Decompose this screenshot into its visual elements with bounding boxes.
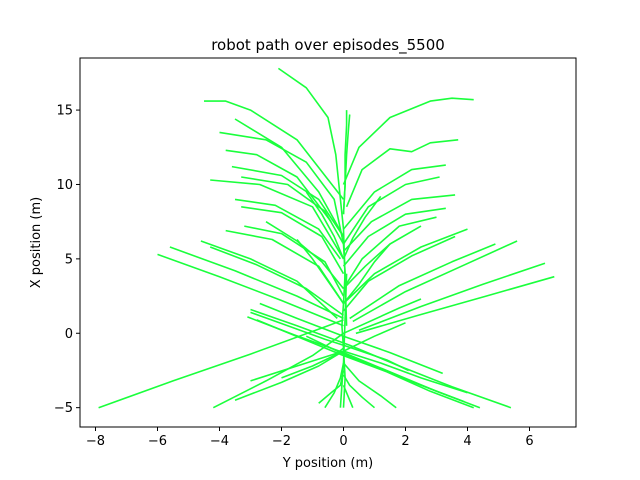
y-tick-label: 0 (65, 327, 73, 342)
robot-path-33 (259, 302, 443, 375)
robot-path-22 (200, 240, 338, 319)
robot-path-11 (342, 176, 440, 245)
robot-path-28 (358, 262, 546, 332)
robot-path-23 (209, 246, 344, 317)
x-ticks: −8 −6 −4 −2 0 2 4 6 (86, 427, 534, 449)
x-tick-label: −8 (86, 434, 105, 449)
robot-path-25 (352, 240, 518, 323)
robot-path-47 (342, 384, 354, 409)
robot-path-45 (342, 374, 376, 409)
x-tick-label: 6 (525, 434, 533, 449)
robot-path-12 (210, 179, 345, 260)
robot-path-30 (98, 319, 344, 409)
robot-path-16 (342, 207, 446, 267)
x-tick-label: 2 (401, 434, 409, 449)
robot-path-2 (204, 100, 345, 200)
robot-path-38 (305, 335, 465, 403)
x-tick-label: 0 (339, 434, 347, 449)
axes-frame (79, 57, 577, 428)
x-tick-label: −6 (148, 434, 167, 449)
robot-path-14 (241, 206, 345, 275)
robot-path-21 (342, 235, 456, 312)
robot-path-10 (241, 176, 345, 245)
robot-path-3 (342, 97, 474, 185)
robot-path-39 (234, 322, 406, 401)
y-tick-label: 5 (65, 252, 73, 267)
y-tick-label: −5 (54, 401, 73, 416)
y-ticks: −5 0 5 10 15 (54, 104, 80, 416)
robot-path-15 (342, 194, 456, 252)
robot-path-40 (281, 347, 345, 379)
robot-path-13 (234, 198, 342, 260)
robot-path-35 (250, 308, 512, 409)
robot-path-50 (296, 239, 345, 304)
robot-path-29 (355, 275, 555, 335)
robot-path-24 (349, 243, 496, 320)
robot-path-54 (305, 191, 345, 260)
robot-path-37 (256, 319, 474, 409)
robot-path-9 (342, 164, 446, 230)
robot-path-6 (345, 139, 459, 208)
robot-path-55 (342, 195, 382, 260)
robot-path-43 (324, 362, 345, 409)
x-tick-label: −4 (210, 434, 229, 449)
y-tick-label: 15 (56, 104, 73, 119)
robot-path-4 (234, 118, 345, 237)
robot-path-52 (265, 221, 345, 290)
robot-path-46 (318, 370, 345, 404)
robot-path-20 (342, 228, 468, 305)
robot-path-27 (157, 253, 344, 327)
y-axis-label: X position (m) (29, 197, 44, 288)
robot-path-8 (231, 165, 345, 237)
robot-path-51 (342, 243, 391, 305)
robot-path-26 (169, 246, 344, 320)
robot-path-49 (342, 114, 351, 215)
robot-paths (98, 67, 555, 409)
chart-title: robot path over episodes_5500 (211, 36, 445, 55)
robot-path-53 (342, 225, 422, 290)
y-tick-label: 10 (56, 178, 73, 193)
robot-path-5 (219, 131, 345, 245)
robot-path-7 (225, 149, 332, 223)
robot-path-31 (212, 298, 422, 409)
robot-path-19 (342, 216, 437, 290)
x-axis-label: Y position (m) (282, 456, 374, 471)
robot-path-44 (342, 362, 397, 409)
robot-path-34 (250, 350, 468, 394)
x-tick-label: −2 (272, 434, 291, 449)
x-tick-label: 4 (463, 434, 471, 449)
